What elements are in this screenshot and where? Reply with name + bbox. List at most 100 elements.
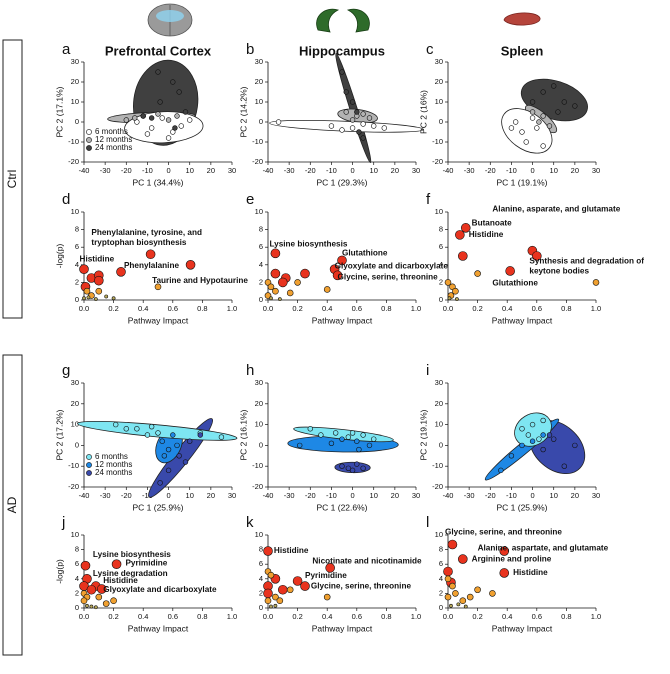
data-point (83, 287, 91, 295)
x-tick-label: 20 (207, 491, 215, 500)
data-point (452, 590, 459, 597)
y-tick-label: -20 (68, 157, 79, 166)
x-tick-label: 0.0 (79, 612, 89, 621)
x-tick-label: 0.2 (472, 304, 482, 313)
data-point (187, 438, 193, 444)
legend-marker (86, 470, 92, 476)
x-tick-label: 10 (186, 166, 194, 175)
data-point (140, 113, 146, 119)
x-tick-label: -10 (326, 491, 337, 500)
x-tick-label: 0.6 (352, 612, 362, 621)
data-point (155, 111, 161, 117)
y-tick-label: 0 (75, 603, 79, 612)
x-tick-label: 0 (530, 166, 534, 175)
data-point (592, 279, 600, 286)
x-tick-label: 0.0 (443, 612, 453, 621)
x-tick-label: 30 (228, 491, 236, 500)
x-tick-label: 0 (166, 166, 170, 175)
annotation: Glyoxylate and dicarboxylate (103, 585, 217, 594)
data-point (328, 123, 335, 129)
y-tick-label: 10 (255, 420, 263, 429)
data-point (343, 109, 349, 115)
data-point (536, 436, 542, 442)
data-point (349, 125, 356, 131)
y-tick-label: 30 (71, 57, 79, 66)
panel: c Spleen PC 1 (19.1%) PC 2 (16%) -40 -30 -20 -1… (418, 41, 600, 187)
annotation: Glycine, serine, threonine (311, 581, 412, 590)
x-tick-label: 0.0 (263, 304, 273, 313)
data-point (272, 287, 279, 295)
data-point (161, 453, 168, 459)
annotation: Glutathione (342, 249, 388, 258)
data-point (345, 434, 352, 440)
data-point (113, 421, 119, 428)
data-point (444, 575, 452, 583)
data-point (286, 289, 294, 297)
data-point (85, 603, 89, 608)
x-tick-label: 0.4 (502, 612, 512, 621)
y-tick-label: 10 (435, 530, 443, 539)
data-point (267, 571, 275, 579)
data-point (529, 421, 536, 428)
annotation: Glycine, serine, and threonine (445, 527, 562, 536)
data-point (343, 89, 349, 95)
data-point (165, 117, 172, 123)
annotation: Pyrimidine (125, 559, 167, 568)
data-point (540, 89, 546, 95)
x-tick-label: 10 (550, 491, 558, 500)
y-tick-label: 4 (75, 574, 79, 583)
data-point (102, 600, 110, 607)
data-point (110, 597, 117, 605)
data-point (174, 442, 180, 449)
x-tick-label: -30 (284, 166, 295, 175)
annotation: Alanine, asparate, and glutamate (492, 205, 620, 214)
data-point (185, 259, 196, 270)
x-tick-label: 0.4 (138, 612, 148, 621)
data-point (555, 109, 561, 115)
data-point (182, 109, 189, 115)
data-point (457, 554, 468, 564)
data-point (267, 283, 275, 291)
x-axis-label: Pathway Impact (312, 623, 373, 633)
x-tick-label: -20 (305, 166, 316, 175)
data-point (325, 563, 335, 573)
y-tick-label: 6 (259, 242, 263, 251)
annotation: Glyoxylate and dicarboxylate (335, 262, 449, 271)
y-tick-label: -20 (432, 157, 443, 166)
data-point (508, 125, 515, 131)
row-label: AD (5, 496, 19, 513)
x-axis-label: Pathway Impact (128, 315, 189, 325)
x-tick-label: -40 (443, 491, 454, 500)
data-point (447, 539, 458, 550)
panel: f Pathway Impact 0.0 0.2 0.4 0.6 0.8 1.0 0 2 4 6 8 10… (426, 191, 646, 325)
x-axis-label: PC 1 (29.3%) (316, 177, 367, 187)
y-tick-label: 0 (259, 295, 263, 304)
data-point (356, 446, 362, 453)
x-tick-label: 0.8 (381, 612, 391, 621)
x-tick-label: 0.6 (532, 304, 542, 313)
x-tick-label: 0 (166, 491, 170, 500)
data-point (444, 279, 452, 286)
x-tick-label: 20 (391, 166, 399, 175)
data-point (456, 602, 461, 607)
legend-label: 6 months (95, 452, 128, 461)
data-point (457, 251, 468, 261)
data-point (275, 119, 282, 125)
panel-letter: j (61, 514, 65, 531)
y-tick-label: 0 (259, 440, 263, 449)
y-tick-label: 0 (259, 603, 263, 612)
data-point (339, 436, 345, 442)
data-point (197, 432, 203, 438)
x-tick-label: 0.6 (168, 612, 178, 621)
data-point (159, 115, 165, 121)
data-point (264, 597, 272, 605)
data-point (178, 123, 184, 129)
y-tick-label: 20 (255, 77, 263, 86)
data-point (332, 430, 339, 436)
x-axis-label: PC 1 (25.9%) (496, 502, 547, 512)
data-point (277, 277, 288, 288)
y-tick-label: 8 (439, 545, 443, 554)
annotation: Glycine, serine, threonine (338, 272, 439, 281)
data-point (525, 432, 532, 438)
